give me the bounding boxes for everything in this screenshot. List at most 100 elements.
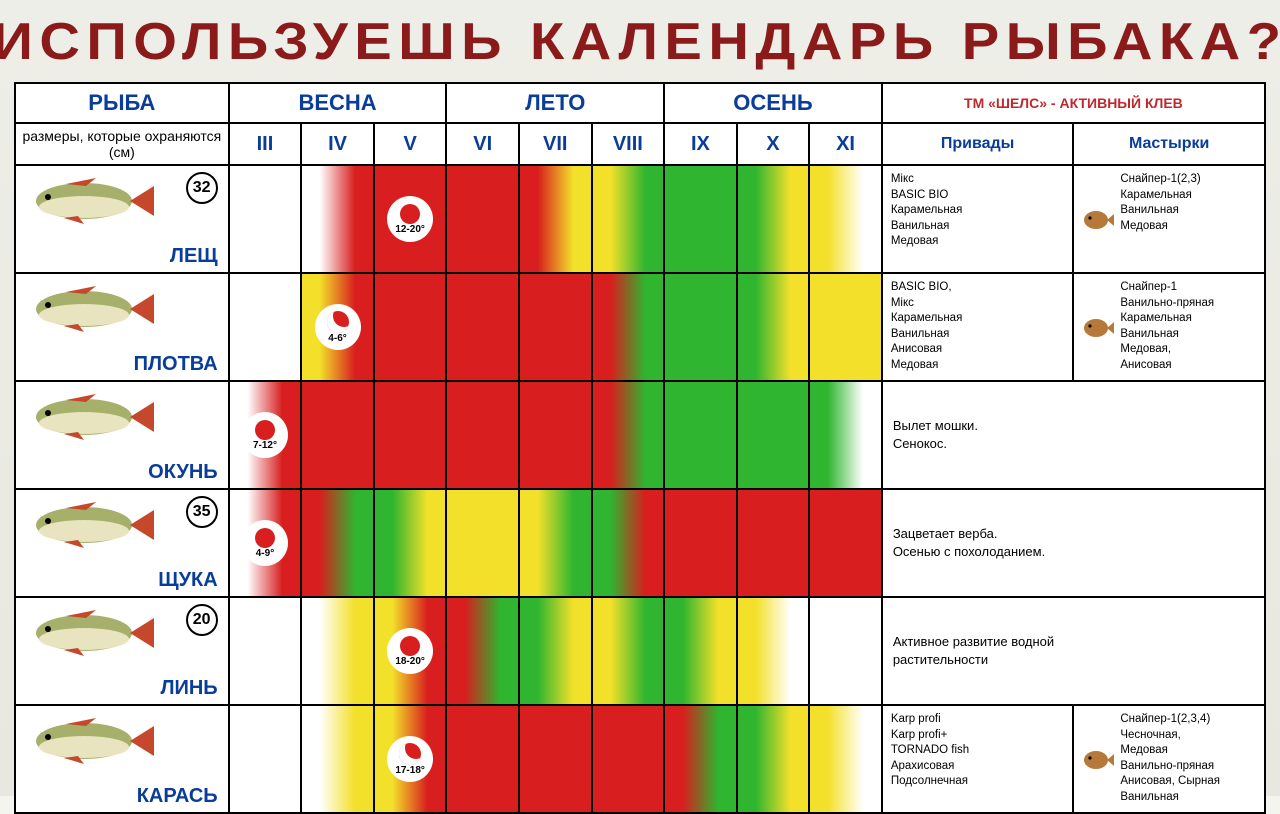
table-row: ОКУНЬ 7-12° Вылет мошки. Сенокос. <box>15 381 1265 489</box>
calendar-cell <box>809 705 882 813</box>
calendar-cell <box>592 165 665 273</box>
fish-cell: 32 ЛЕЩ <box>15 165 229 273</box>
calendar-cell <box>592 489 665 597</box>
header-month: IX <box>664 123 737 165</box>
bait-cell-1: Мікс BASIC BIO Карамельная Ванильная Мед… <box>882 165 1074 273</box>
poster: ИСПОЛЬЗУЕШЬ КАЛЕНДАРЬ РЫБАКА? РЫБА ВЕСНА… <box>0 0 1280 796</box>
calendar-table: РЫБА ВЕСНА ЛЕТО ОСЕНЬ ТМ «ШЕЛС» - АКТИВН… <box>14 82 1266 814</box>
calendar-cell <box>229 165 302 273</box>
note-cell: Вылет мошки. Сенокос. <box>882 381 1265 489</box>
fish-cell: 20 ЛИНЬ <box>15 597 229 705</box>
header-month: VIII <box>592 123 665 165</box>
fish-icon <box>26 282 156 336</box>
calendar-cell <box>519 705 592 813</box>
calendar-cell <box>301 489 374 597</box>
calendar-cell <box>664 381 737 489</box>
bait-cell-2: Снайпер-1(2,3) Карамельная Ванильная Мед… <box>1073 165 1265 273</box>
calendar-cell <box>229 597 302 705</box>
table-body: 32 ЛЕЩ 12-20° Мікс BASIC BIO Карамельная … <box>15 165 1265 813</box>
fish-name: ЛЕЩ <box>170 245 218 268</box>
bait-cell-1: BASIC BIO, Мікс Карамельная Ванильная Ан… <box>882 273 1074 381</box>
size-badge: 35 <box>186 496 218 528</box>
calendar-cell: 7-12° <box>229 381 302 489</box>
calendar-cell <box>737 273 810 381</box>
header-month: VII <box>519 123 592 165</box>
calendar-cell <box>446 381 519 489</box>
calendar-cell <box>664 597 737 705</box>
calendar-cell <box>446 489 519 597</box>
calendar-cell <box>809 381 882 489</box>
calendar-cell <box>301 381 374 489</box>
header-brand: ТМ «ШЕЛС» - АКТИВНЫЙ КЛЕВ <box>882 83 1265 123</box>
calendar-cell <box>592 597 665 705</box>
calendar-cell <box>737 489 810 597</box>
calendar-cell: 4-6° <box>301 273 374 381</box>
table-row: ПЛОТВА 4-6° BASIC BIO, Мікс Карамельная В… <box>15 273 1265 381</box>
calendar-cell <box>737 381 810 489</box>
spawn-marker: 4-6° <box>315 304 361 350</box>
header-month: XI <box>809 123 882 165</box>
calendar-cell <box>664 273 737 381</box>
calendar-cell <box>301 705 374 813</box>
fish-cell: 35 ЩУКА <box>15 489 229 597</box>
fish-icon <box>26 390 156 444</box>
calendar-cell <box>446 597 519 705</box>
note-cell: Зацветает верба. Осенью с похолоданием. <box>882 489 1265 597</box>
fish-cell: ОКУНЬ <box>15 381 229 489</box>
calendar-cell <box>446 705 519 813</box>
calendar-cell <box>301 165 374 273</box>
fish-icon <box>26 714 156 768</box>
spawn-marker: 4-9° <box>242 520 288 566</box>
size-badge: 32 <box>186 172 218 204</box>
header-month: X <box>737 123 810 165</box>
note-cell: Активное развитие водной растительности <box>882 597 1265 705</box>
fish-name: ПЛОТВА <box>134 353 218 376</box>
fish-name: КАРАСЬ <box>137 785 218 808</box>
fish-name: ОКУНЬ <box>148 461 218 484</box>
header-month: IV <box>301 123 374 165</box>
header-season-autumn: ОСЕНЬ <box>664 83 882 123</box>
bait-fish-icon <box>1080 742 1114 776</box>
header-bait2: Мастырки <box>1073 123 1265 165</box>
calendar-cell <box>301 597 374 705</box>
bait-cell-2: Снайпер-1 Ванильно-пряная Карамельная Ва… <box>1073 273 1265 381</box>
calendar-cell <box>446 165 519 273</box>
bait-cell-2: Снайпер-1(2,3,4) Чесночная, Медовая Вани… <box>1073 705 1265 813</box>
header-fish: РЫБА <box>15 83 229 123</box>
calendar-cell <box>664 165 737 273</box>
spawn-marker: 18-20° <box>387 628 433 674</box>
table-row: 32 ЛЕЩ 12-20° Мікс BASIC BIO Карамельная … <box>15 165 1265 273</box>
fish-name: ЛИНЬ <box>160 677 217 700</box>
fish-cell: ПЛОТВА <box>15 273 229 381</box>
header-season-summer: ЛЕТО <box>446 83 664 123</box>
calendar-cell <box>374 273 447 381</box>
header-fish-sub: размеры, которые охраняются (см) <box>15 123 229 165</box>
calendar-cell <box>809 165 882 273</box>
spawn-marker: 12-20° <box>387 196 433 242</box>
calendar-cell <box>519 489 592 597</box>
calendar-cell <box>592 705 665 813</box>
fish-cell: КАРАСЬ <box>15 705 229 813</box>
table-row: КАРАСЬ 17-18° Karp profi Karp profi+ TORN… <box>15 705 1265 813</box>
calendar-cell <box>809 597 882 705</box>
header-month: V <box>374 123 447 165</box>
table-row: 35 ЩУКА 4-9° Зацветает верба. Осенью с по… <box>15 489 1265 597</box>
calendar-cell <box>592 381 665 489</box>
bait-fish-icon <box>1080 310 1114 344</box>
calendar-cell <box>592 273 665 381</box>
bait-fish-icon <box>1080 202 1114 236</box>
fish-icon <box>26 174 156 228</box>
calendar-cell <box>229 705 302 813</box>
header-month: VI <box>446 123 519 165</box>
calendar-cell: 17-18° <box>374 705 447 813</box>
calendar-cell <box>809 273 882 381</box>
bait-cell-1: Karp profi Karp profi+ TORNADO fish Арах… <box>882 705 1074 813</box>
calendar-cell <box>229 273 302 381</box>
calendar-cell: 4-9° <box>229 489 302 597</box>
calendar-cell <box>737 165 810 273</box>
header-season-spring: ВЕСНА <box>229 83 447 123</box>
calendar-cell <box>374 381 447 489</box>
calendar-cell <box>374 489 447 597</box>
spawn-marker: 17-18° <box>387 736 433 782</box>
calendar-cell <box>519 165 592 273</box>
